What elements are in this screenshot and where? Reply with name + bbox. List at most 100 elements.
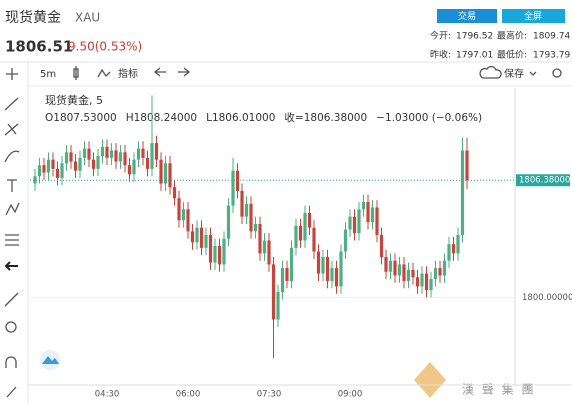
candle-body <box>307 212 312 228</box>
candle-body <box>456 235 460 254</box>
candle-body <box>123 152 127 166</box>
candle-body <box>199 227 204 248</box>
stat-value: 1809.74 <box>533 32 570 42</box>
candle-body <box>433 268 438 280</box>
candle-body <box>334 268 339 287</box>
candle-body <box>294 225 298 248</box>
candle-body <box>91 159 96 169</box>
candle-body <box>330 268 334 281</box>
candle-body <box>388 260 393 272</box>
candle-body <box>159 159 163 184</box>
candle-body <box>393 260 397 276</box>
x-tick-label: 06:00 <box>176 390 201 400</box>
candle-body <box>217 246 222 265</box>
candle-body <box>325 257 330 281</box>
left-tools[interactable] <box>4 68 20 398</box>
stat-label: 今开: <box>430 30 451 42</box>
candle-body <box>447 244 451 261</box>
ohlc-legend: O1807.53000 H1808.24000 L1806.01000 收=1806.… <box>45 111 482 124</box>
legend-item: L1806.01000 <box>206 112 275 124</box>
candle-body <box>213 246 217 263</box>
candle-body <box>402 264 406 281</box>
candle-body <box>46 159 51 173</box>
fullscreen-label[interactable]: 全屏 <box>524 10 542 22</box>
candle-body <box>154 143 159 160</box>
cloud-icon[interactable] <box>479 65 502 79</box>
candle-body <box>343 229 348 252</box>
candle-body <box>141 148 145 158</box>
candle-body <box>267 240 271 265</box>
watermark-logo <box>414 362 446 398</box>
candle-body <box>375 207 379 235</box>
candle-body <box>33 176 37 184</box>
candle-body <box>78 157 82 171</box>
interval[interactable]: 5m <box>40 69 56 80</box>
indicators[interactable]: 指标 <box>118 67 138 80</box>
candle-body <box>186 209 190 232</box>
stat-value: 1793.79 <box>533 51 570 61</box>
candle-body <box>60 163 64 179</box>
redo[interactable] <box>178 67 191 77</box>
save-menu[interactable] <box>529 71 537 76</box>
stat-label: 最低价: <box>497 49 527 61</box>
y-tick-label: 1800.00000 <box>522 293 572 303</box>
candle-body <box>289 247 294 281</box>
candle-body <box>190 231 195 243</box>
trade-button[interactable] <box>437 9 497 23</box>
candle-body <box>231 170 235 206</box>
snapshot-icon[interactable] <box>42 356 59 364</box>
symbol: XAU <box>75 11 100 25</box>
candle-body <box>204 235 208 248</box>
candle-body <box>51 159 55 169</box>
candle-body <box>145 157 150 169</box>
instrument-name: 现货黄金 <box>5 9 61 26</box>
x-tick-label: 04:30 <box>95 390 120 400</box>
candle-body <box>339 251 343 287</box>
legend-item: −1.03000 (−0.06%) <box>376 112 482 124</box>
trade-label[interactable]: 交易 <box>458 10 476 22</box>
indicator-icon[interactable] <box>97 68 111 78</box>
candle-body <box>312 227 316 252</box>
last-price-label: 1806.38000 <box>519 176 570 186</box>
candle-body <box>226 205 231 239</box>
candle-body <box>208 235 213 263</box>
last-price-box <box>516 174 570 187</box>
candle-body <box>172 187 177 199</box>
candle-body <box>361 201 366 210</box>
candle-body <box>465 150 469 181</box>
candle-body <box>303 212 307 241</box>
save[interactable]: 保存 <box>504 67 524 80</box>
settings[interactable] <box>552 68 562 78</box>
candle-body <box>348 216 352 230</box>
candle-body <box>253 223 258 232</box>
candle-body <box>379 235 384 258</box>
candle-body <box>438 268 442 276</box>
fullscreen-button[interactable] <box>502 9 565 23</box>
candle-body <box>105 146 109 158</box>
candle-body <box>357 209 361 234</box>
stat-label: 最高价: <box>497 30 527 42</box>
candle-body <box>64 152 69 164</box>
candle-body <box>271 264 276 320</box>
candle-body <box>276 291 280 320</box>
candle-body <box>429 279 433 291</box>
candle-body <box>73 161 78 171</box>
candle-body <box>69 152 73 162</box>
candle-body <box>118 152 123 162</box>
undo[interactable] <box>153 67 166 77</box>
candle-body <box>258 223 262 254</box>
candle-body <box>366 201 370 223</box>
candle-body <box>37 165 42 177</box>
candle-body <box>87 148 91 160</box>
candle-body <box>249 203 253 232</box>
candle-body <box>411 269 415 278</box>
candle-body <box>42 165 46 173</box>
candle-body <box>127 165 132 175</box>
candle-body <box>195 227 199 243</box>
x-tick-label: 09:00 <box>338 390 363 400</box>
candle-body <box>451 244 456 254</box>
candle-body <box>150 143 154 169</box>
candle-icon[interactable] <box>73 66 79 80</box>
candle-body <box>222 238 226 265</box>
candle-body <box>163 163 168 184</box>
